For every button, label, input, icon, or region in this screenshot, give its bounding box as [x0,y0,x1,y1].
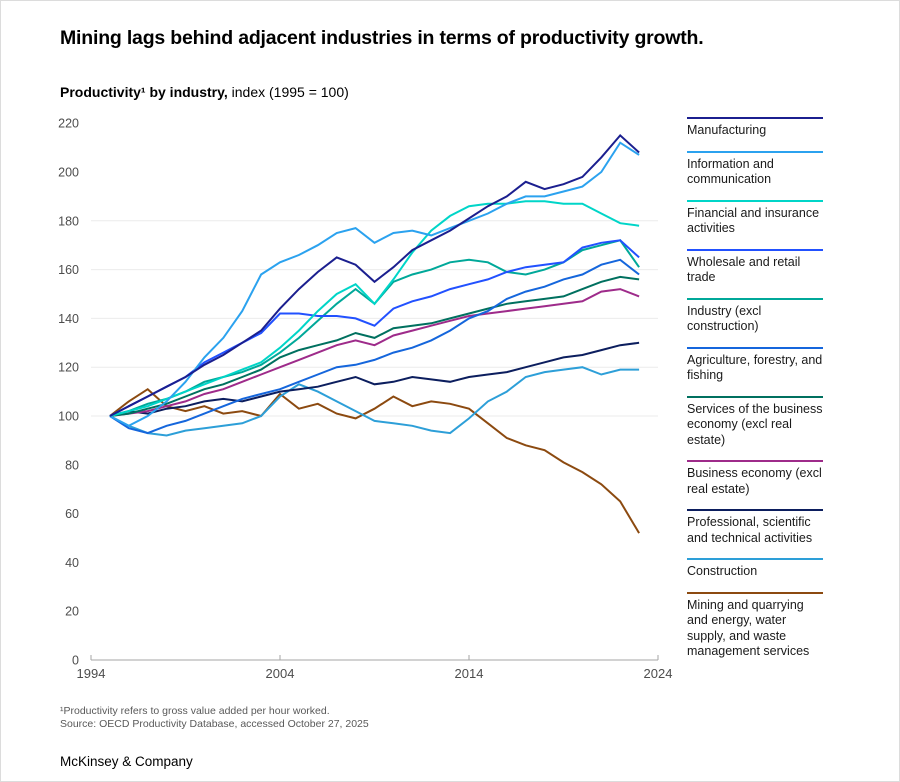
legend-item-financial-and-insurance-activities: Financial and insurance activities [687,199,823,237]
legend-item-manufacturing: Manufacturing [687,117,823,139]
mckinsey-wordmark: McKinsey & Company [60,754,193,769]
legend-item-construction: Construction [687,558,823,580]
y-tick-label: 60 [65,507,79,521]
legend-label: Manufacturing [687,123,767,137]
y-tick-label: 120 [58,361,79,375]
legend-label: Construction [687,564,758,578]
footnote-productivity-definition: ¹Productivity refers to gross value adde… [60,705,330,717]
legend-label: Information and communication [687,156,774,187]
legend-label: Agriculture, forestry, and fishing [687,352,823,383]
series-line-information-and-communication [109,141,640,427]
series-line-financial-and-insurance-activities [109,200,640,417]
x-tick-label: 1994 [77,666,106,681]
y-tick-label: 160 [58,263,79,277]
y-tick-label: 220 [58,117,79,131]
series-line-manufacturing [109,133,640,417]
chart-subtitle-bold: Productivity¹ by industry, [60,84,228,100]
legend-item-information-and-communication: Information and communication [687,150,823,188]
series-line-agriculture-forestry-and-fishing [109,258,640,435]
legend-item-wholesale-and-retail-trade: Wholesale and retail trade [687,248,823,286]
series-line-construction [109,366,640,437]
productivity-line-chart: 0 20 40 60 80 100 120 140 160 180 200 220 1994 2004 20… [58,117,673,681]
x-tick-label: 2004 [266,666,295,681]
x-axis: 1994 2004 2014 2024 [77,655,673,681]
legend-label: Industry (excl construction) [687,303,762,334]
series-line-wholesale-and-retail-trade [109,239,640,417]
y-tick-label: 0 [72,654,79,668]
legend-item-agriculture-forestry-and-fishing: Agriculture, forestry, and fishing [687,346,823,384]
y-tick-label: 20 [65,605,79,619]
series-line-mining-and-quarrying-and-energy-water-supply-and-waste-management-services [109,387,640,534]
chart-legend: Manufacturing Information and communicati… [687,117,823,672]
legend-label: Financial and insurance activities [687,205,820,236]
chart-subtitle: Productivity¹ by industry, index (1995 =… [60,84,349,100]
legend-item-services-of-the-business-economy-excl-real-estate: Services of the business economy (excl r… [687,395,823,449]
legend-label: Business economy (excl real estate) [687,466,822,496]
gridlines [91,220,658,417]
y-tick-label: 180 [58,214,79,228]
legend-label: Professional, scientific and technical a… [687,515,813,545]
y-tick-label: 200 [58,166,79,180]
y-tick-label: 140 [58,312,79,326]
series-line-business-economy-excl-real-estate [109,288,640,417]
legend-label: Mining and quarrying and energy, water s… [687,597,810,659]
y-tick-label: 100 [58,410,79,424]
x-tick-label: 2024 [644,666,673,681]
legend-item-professional-scientific-and-technical-activities: Professional, scientific and technical a… [687,509,823,546]
y-tick-label: 80 [65,458,79,472]
x-tick-label: 2014 [455,666,484,681]
series-line-professional-scientific-and-technical-activities [109,341,640,417]
legend-item-business-economy-excl-real-estate: Business economy (excl real estate) [687,460,823,497]
legend-item-mining-and-quarrying-and-energy-water-supply-and-waste-management-services: Mining and quarrying and energy, water s… [687,591,823,660]
legend-item-industry-excl-construction: Industry (excl construction) [687,297,823,335]
exhibit-title: Mining lags behind adjacent industries i… [60,27,704,49]
series-line-services-of-the-business-economy-excl-real-estate [109,275,640,417]
y-axis-labels: 0 20 40 60 80 100 120 140 160 180 200 220 [58,117,79,668]
y-tick-label: 40 [65,556,79,570]
legend-label: Wholesale and retail trade [687,254,801,285]
chart-subtitle-units: index (1995 = 100) [227,84,349,100]
footnotes: ¹Productivity refers to gross value adde… [60,705,369,731]
legend-label: Services of the business economy (excl r… [687,401,823,447]
footnote-source: Source: OECD Productivity Database, acce… [60,718,369,730]
